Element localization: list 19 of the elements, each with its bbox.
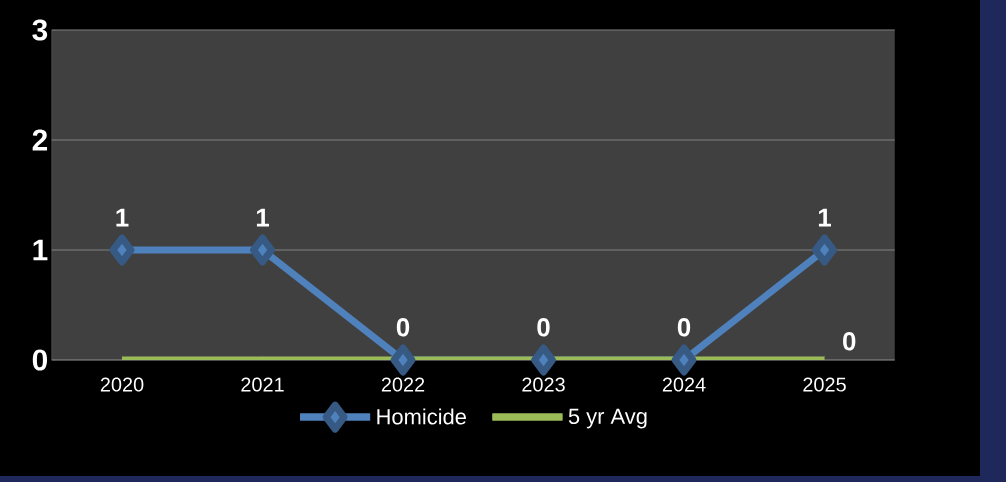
data-label: 1 [116,208,129,227]
x-tick-label: 2023 [522,377,565,392]
data-label: 0 [843,332,856,351]
data-label: 0 [537,318,550,337]
y-tick-label: 2 [32,129,48,151]
x-tick-label: 2022 [381,377,425,392]
x-tick-label: 2020 [100,377,144,392]
data-label: 0 [677,318,691,337]
y-tick-label: 0 [32,349,48,371]
legend-label: Homicide [377,408,466,425]
legend-label: 5 yr Avg [568,408,647,429]
y-tick-label: 3 [32,19,48,41]
data-label: 1 [256,208,269,227]
y-tick-label: 1 [33,239,48,261]
data-label: 1 [818,208,831,227]
x-tick-label: 2021 [241,377,284,392]
x-tick-label: 2024 [662,377,706,392]
x-tick-label: 2025 [803,377,846,392]
data-label: 0 [396,318,410,337]
